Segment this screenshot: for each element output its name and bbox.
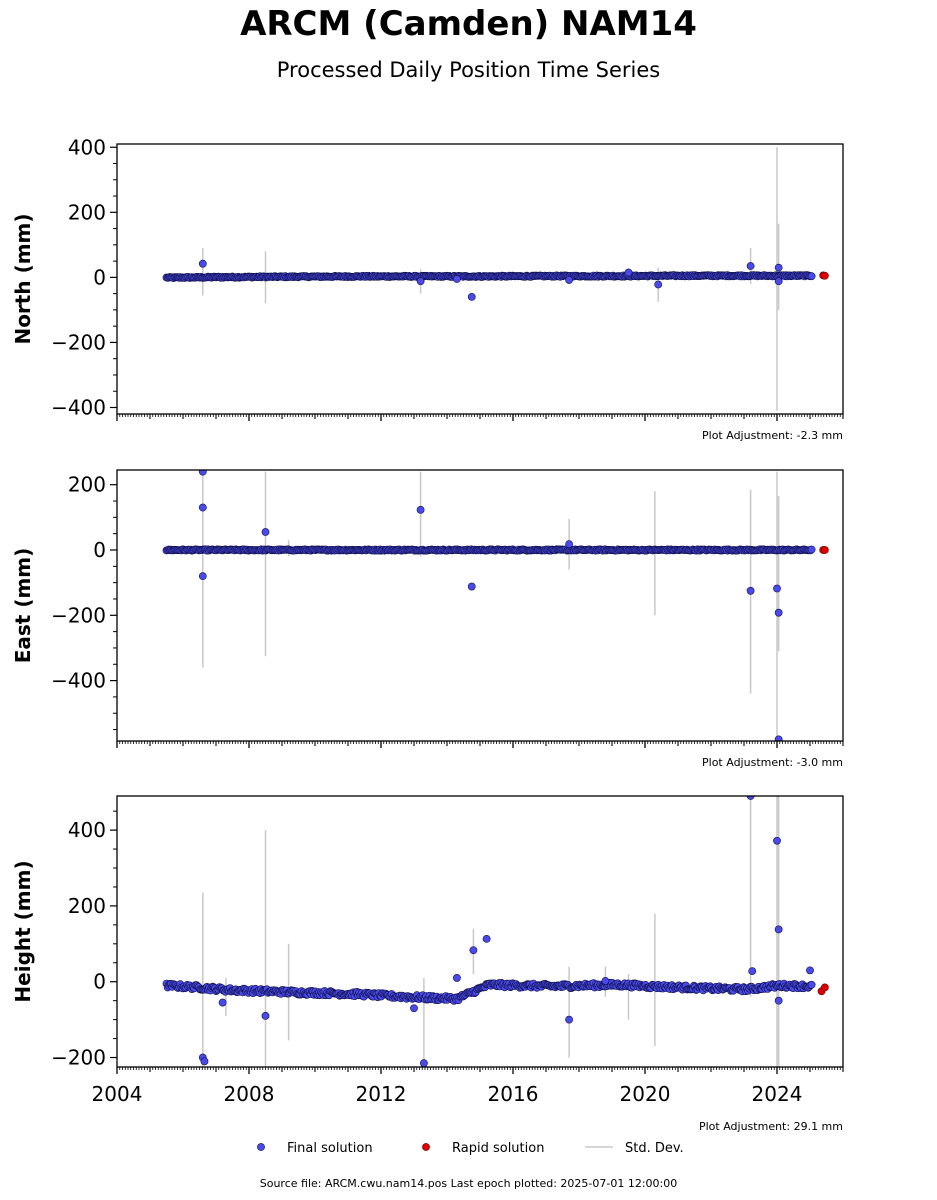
legend-rapid-label: Rapid solution — [452, 1141, 544, 1156]
final-solution-point — [482, 934, 491, 943]
final-solution-point — [261, 1011, 270, 1020]
final-solution-point — [198, 503, 207, 512]
x-tick-label: 2004 — [92, 1082, 143, 1106]
y-tick-label: −400 — [51, 395, 106, 419]
panel-height: 400 200 0 −200 2004 2008 2012 2016 2020 2024 Heigh… — [11, 795, 844, 1133]
final-solution-point — [565, 1015, 573, 1024]
final-solution-point — [807, 545, 816, 554]
plot-adjustment-note: Plot Adjustment: -2.3 mm — [702, 429, 843, 442]
y-tick-label: 0 — [93, 538, 106, 562]
y-tick-label: −200 — [51, 330, 106, 354]
final-solution-point — [807, 980, 816, 989]
final-solution-point — [200, 1057, 209, 1066]
final-solution-point — [261, 528, 270, 536]
panel-east: 200 0 −200 −400 East (mm) Plot Adjustment: -3… — [11, 469, 844, 769]
x-tick-label: 2020 — [620, 1082, 671, 1106]
final-solution-point — [467, 292, 476, 301]
plot-adjustment-note: Plot Adjustment: 29.1 mm — [699, 1120, 843, 1133]
final-solution-point — [565, 276, 573, 284]
final-solution-point — [416, 505, 425, 514]
final-solution-point — [748, 967, 757, 976]
final-solution-point — [420, 1059, 428, 1067]
final-solution-point — [198, 572, 207, 581]
final-solution-point — [469, 946, 478, 955]
final-solution-point — [410, 1004, 418, 1013]
plot-area — [162, 147, 829, 411]
plot-frame — [116, 795, 844, 1068]
y-tick-label: −200 — [51, 1046, 106, 1070]
plot-area — [162, 470, 829, 741]
final-solution-point — [807, 272, 816, 281]
final-solution-point — [773, 836, 781, 845]
y-axis-label: East (mm) — [11, 548, 35, 664]
rapid-solution-point — [820, 271, 829, 280]
final-solution-point — [601, 977, 610, 985]
final-solution-point — [774, 277, 783, 286]
x-tick-label: 2016 — [488, 1082, 539, 1106]
final-solution-point — [654, 280, 663, 289]
y-tick-label: 400 — [68, 135, 106, 159]
final-solution-point — [218, 998, 227, 1007]
final-solution-point — [198, 259, 207, 268]
x-tick-label: 2012 — [356, 1082, 407, 1106]
y-tick-label: 400 — [68, 818, 106, 842]
x-tick-label: 2008 — [224, 1082, 275, 1106]
final-solution-point — [806, 966, 814, 975]
plot-frame — [116, 469, 844, 742]
final-solution-point — [774, 263, 783, 272]
y-tick-label: −200 — [51, 603, 106, 627]
final-solution-point — [452, 275, 461, 283]
legend-final-label: Final solution — [287, 1141, 373, 1156]
x-tick-label: 2024 — [752, 1082, 803, 1106]
y-tick-label: 200 — [68, 894, 106, 918]
y-axis-label: North (mm) — [11, 213, 35, 344]
final-solution-point — [198, 470, 207, 476]
legend-std-label: Std. Dev. — [625, 1141, 684, 1156]
chart-title: ARCM (Camden) NAM14 — [240, 4, 697, 44]
final-solution-point — [746, 262, 755, 270]
y-tick-label: 200 — [68, 200, 106, 224]
y-axis-label: Height (mm) — [11, 860, 35, 1002]
y-tick-label: −400 — [51, 669, 106, 693]
final-solution-point — [774, 735, 783, 741]
final-solution-point — [774, 996, 783, 1005]
rapid-solution-point — [820, 546, 829, 554]
final-solution-point — [774, 925, 783, 934]
final-solution-point — [452, 974, 461, 982]
plot-adjustment-note: Plot Adjustment: -3.0 mm — [702, 756, 843, 769]
final-solution-point — [746, 586, 755, 595]
y-tick-label: 0 — [93, 970, 106, 994]
plot-area — [162, 796, 829, 1067]
final-solution-point — [416, 277, 425, 286]
legend-rapid-marker — [422, 1143, 430, 1151]
y-tick-label: 0 — [93, 265, 106, 289]
legend-final-marker — [257, 1143, 265, 1151]
final-solution-point — [773, 584, 781, 593]
rapid-solution-point — [820, 983, 829, 992]
final-solution-point — [774, 608, 783, 617]
chart-subtitle: Processed Daily Position Time Series — [276, 58, 661, 82]
final-solution-point — [565, 540, 573, 549]
final-solution-point — [467, 582, 476, 591]
legend: Final solution Rapid solution Std. Dev. — [257, 1141, 684, 1156]
final-solution-point — [624, 268, 633, 277]
panel-north: 400 200 0 −200 −400 North (mm) Plot Adjustment… — [11, 135, 844, 442]
source-footer: Source file: ARCM.cwu.nam14.pos Last epo… — [259, 1177, 678, 1190]
y-tick-label: 200 — [68, 473, 106, 497]
